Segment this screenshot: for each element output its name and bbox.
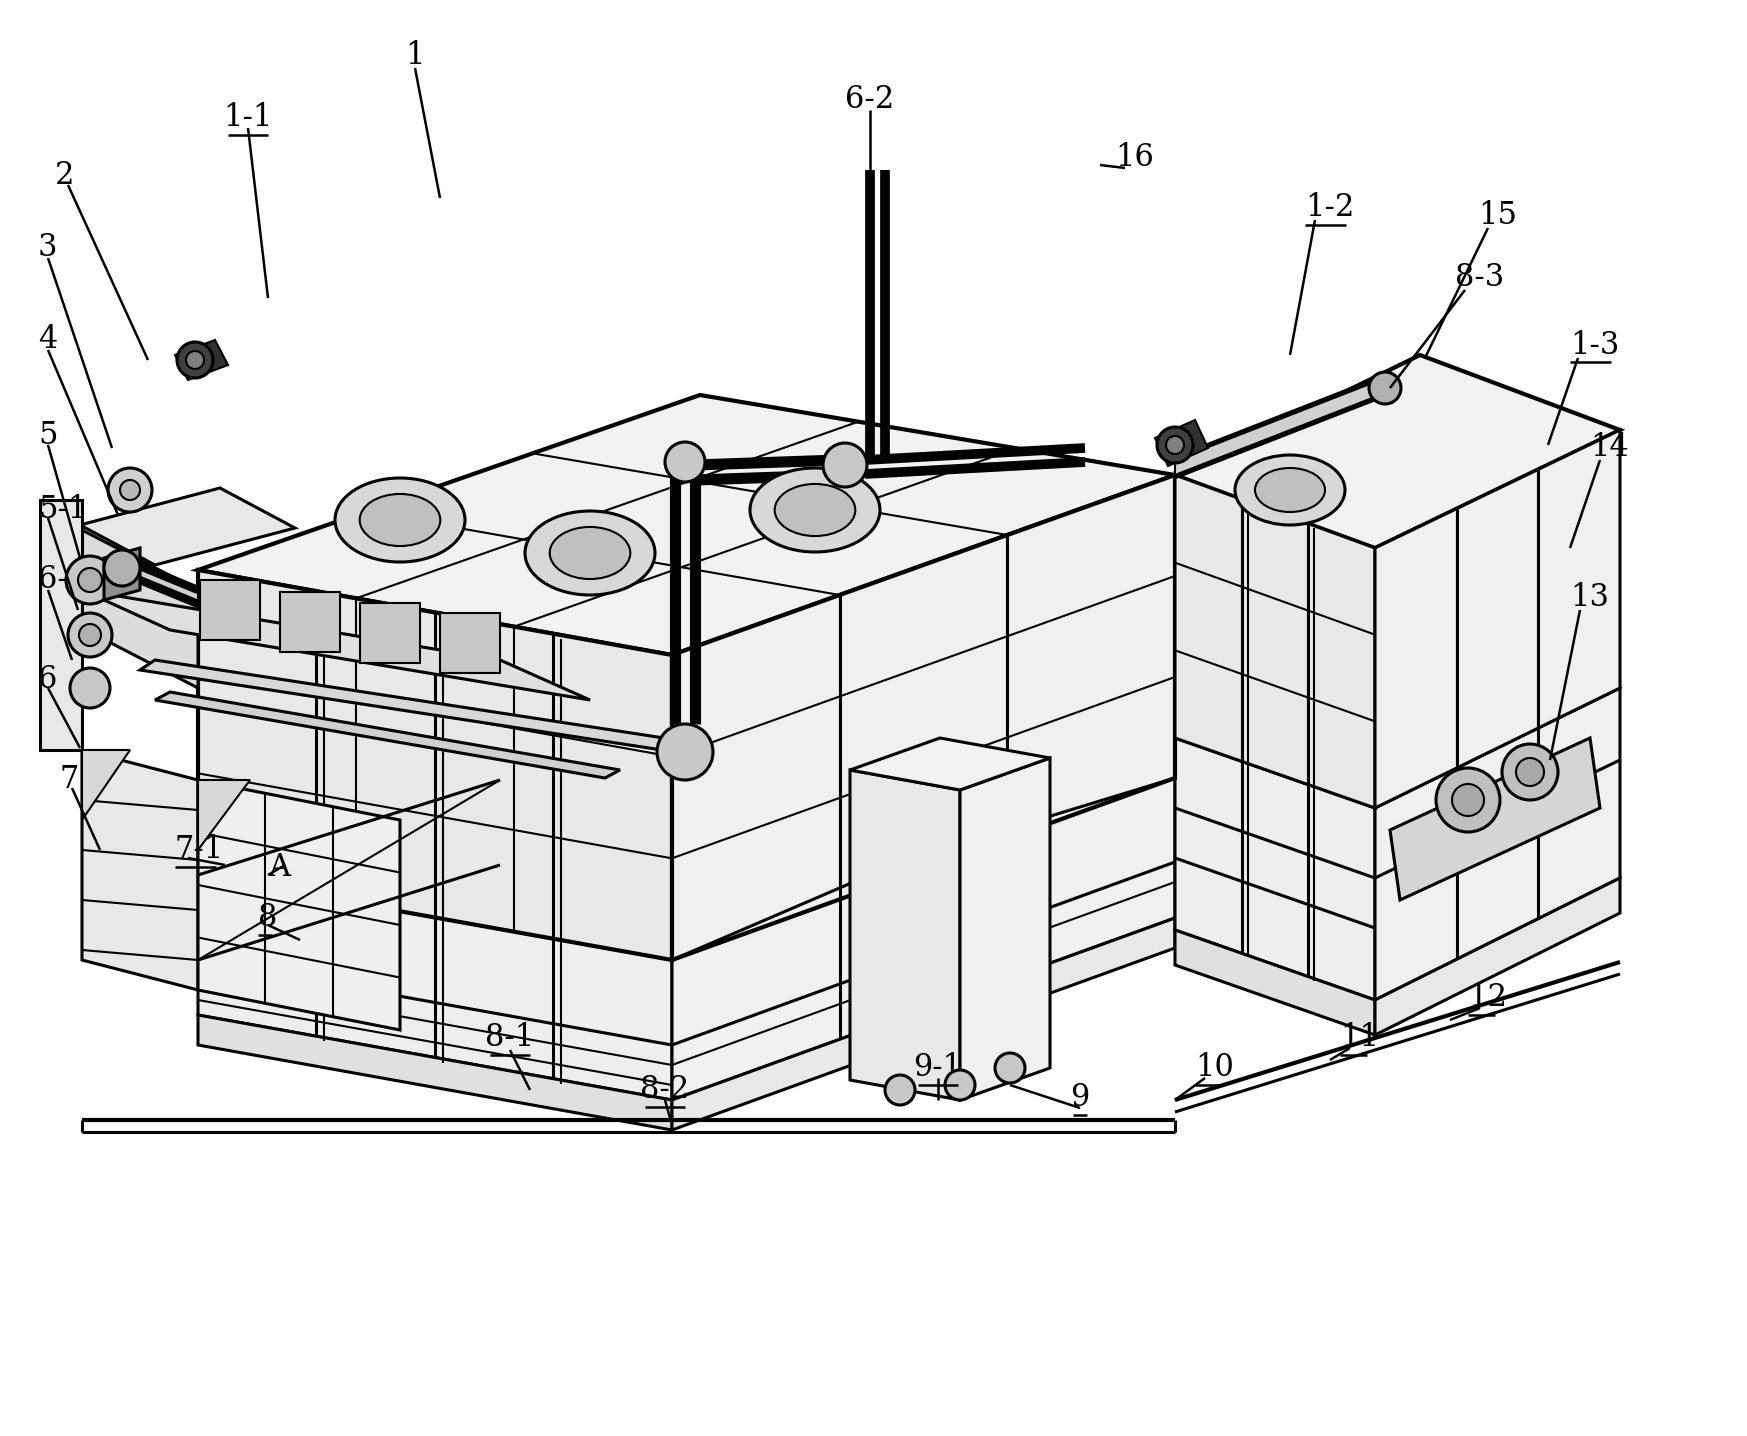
Polygon shape: [673, 778, 1176, 1100]
Polygon shape: [105, 549, 140, 600]
Polygon shape: [1155, 419, 1207, 467]
Text: 8-2: 8-2: [641, 1074, 690, 1106]
Polygon shape: [1176, 381, 1380, 475]
Ellipse shape: [749, 468, 880, 551]
Polygon shape: [82, 530, 197, 688]
Ellipse shape: [335, 478, 465, 561]
Text: 9: 9: [1071, 1083, 1090, 1113]
Polygon shape: [129, 561, 197, 605]
Circle shape: [996, 1053, 1025, 1083]
Text: 11: 11: [1340, 1022, 1378, 1054]
Text: 8-3: 8-3: [1455, 263, 1504, 293]
Circle shape: [70, 668, 110, 708]
Text: 15: 15: [1478, 200, 1516, 231]
Ellipse shape: [1235, 455, 1345, 526]
Text: 1-1: 1-1: [224, 102, 273, 134]
Circle shape: [666, 442, 706, 482]
Circle shape: [108, 468, 152, 513]
Ellipse shape: [526, 511, 655, 595]
Circle shape: [1157, 426, 1193, 462]
Polygon shape: [1176, 475, 1375, 808]
Polygon shape: [1375, 688, 1619, 999]
Text: 7: 7: [59, 764, 79, 796]
Circle shape: [657, 724, 713, 780]
Text: 1-2: 1-2: [1305, 192, 1354, 224]
Text: 3: 3: [38, 233, 58, 263]
Circle shape: [823, 442, 867, 487]
Polygon shape: [440, 613, 500, 673]
Polygon shape: [961, 758, 1050, 1100]
Text: 12: 12: [1467, 982, 1508, 1014]
Circle shape: [1516, 758, 1544, 785]
Circle shape: [68, 613, 112, 658]
Polygon shape: [197, 780, 250, 850]
Polygon shape: [197, 875, 673, 1100]
Polygon shape: [1176, 355, 1619, 549]
Text: 1: 1: [405, 40, 425, 70]
Polygon shape: [1176, 931, 1375, 1035]
Text: 6-1: 6-1: [38, 564, 87, 596]
Text: 8: 8: [259, 902, 278, 933]
Polygon shape: [1176, 738, 1375, 999]
Polygon shape: [80, 488, 295, 564]
Text: 9-1: 9-1: [914, 1053, 963, 1084]
Polygon shape: [360, 603, 419, 663]
Circle shape: [945, 1070, 975, 1100]
Circle shape: [1436, 768, 1501, 831]
Polygon shape: [82, 750, 197, 989]
Polygon shape: [40, 500, 82, 750]
Circle shape: [1502, 744, 1558, 800]
Circle shape: [66, 556, 114, 605]
Circle shape: [1452, 784, 1483, 816]
Circle shape: [79, 625, 101, 646]
Text: 13: 13: [1571, 583, 1609, 613]
Polygon shape: [1375, 877, 1619, 1035]
Text: 4: 4: [38, 325, 58, 356]
Polygon shape: [175, 340, 229, 381]
Text: 5: 5: [38, 419, 58, 451]
Polygon shape: [197, 1015, 673, 1130]
Text: 7-1: 7-1: [175, 834, 224, 866]
Polygon shape: [197, 570, 673, 961]
Circle shape: [105, 550, 140, 586]
Polygon shape: [197, 780, 400, 1030]
Ellipse shape: [550, 527, 631, 579]
Text: 2: 2: [54, 159, 75, 191]
Circle shape: [121, 480, 140, 500]
Circle shape: [1370, 372, 1401, 404]
Text: 14: 14: [1590, 432, 1628, 464]
Text: 16: 16: [1115, 142, 1153, 174]
Ellipse shape: [1254, 468, 1324, 513]
Ellipse shape: [360, 494, 440, 546]
Circle shape: [176, 342, 213, 378]
Polygon shape: [155, 692, 620, 778]
Polygon shape: [851, 738, 1050, 790]
Polygon shape: [1375, 372, 1396, 401]
Polygon shape: [1375, 429, 1619, 808]
Text: 6: 6: [38, 665, 58, 695]
Polygon shape: [197, 395, 1176, 655]
Polygon shape: [673, 918, 1176, 1130]
Polygon shape: [280, 592, 341, 652]
Polygon shape: [82, 750, 129, 820]
Polygon shape: [140, 661, 690, 752]
Circle shape: [79, 569, 101, 592]
Ellipse shape: [774, 484, 856, 536]
Text: 8-1: 8-1: [486, 1022, 535, 1054]
Polygon shape: [82, 590, 590, 699]
Polygon shape: [673, 475, 1176, 961]
Text: 10: 10: [1195, 1053, 1233, 1084]
Polygon shape: [1391, 738, 1600, 900]
Text: 6-2: 6-2: [846, 85, 894, 115]
Polygon shape: [851, 770, 961, 1100]
Text: A: A: [267, 853, 290, 883]
Circle shape: [1165, 437, 1184, 454]
Text: 1-3: 1-3: [1571, 329, 1619, 360]
Polygon shape: [199, 580, 260, 640]
Circle shape: [185, 350, 204, 369]
Text: 5-1: 5-1: [38, 494, 87, 526]
Circle shape: [886, 1076, 915, 1104]
